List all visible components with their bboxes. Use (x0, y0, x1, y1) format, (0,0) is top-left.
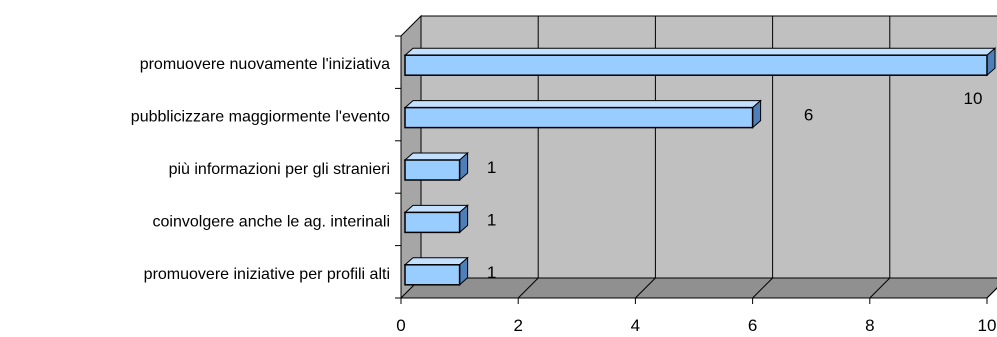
bar-front-face (404, 159, 461, 181)
bars (403, 47, 997, 286)
bar-front-face (404, 54, 988, 76)
bar-top-face (403, 47, 997, 56)
bar-top-face (403, 204, 469, 213)
category-label: pubblicizzare maggiormente l'evento (131, 109, 390, 126)
bar-top-face (403, 257, 469, 266)
category-label: promuovere nuovamente l'iniziativa (140, 56, 390, 73)
x-tick-label: 10 (978, 316, 997, 335)
bar-front-face (404, 211, 461, 234)
gridline-floor (752, 277, 773, 299)
gridline-floor (869, 277, 891, 299)
data-label: 1 (487, 158, 496, 177)
axes (395, 35, 988, 304)
data-label: 1 (487, 263, 496, 282)
bar-front-face (404, 106, 754, 129)
tick-labels: 0 2 4 6 8 10 (396, 316, 996, 335)
gridline-floor (517, 277, 539, 299)
bar (403, 47, 997, 77)
bar (403, 204, 469, 234)
data-label: 10 (964, 89, 983, 108)
bar (403, 256, 469, 286)
x-tick-label: 8 (865, 316, 874, 335)
data-label: 6 (804, 106, 813, 125)
x-tick-label: 4 (631, 316, 640, 335)
data-label: 1 (487, 210, 496, 229)
bar-front-face (404, 264, 461, 286)
gridline-floor (986, 287, 997, 299)
bar-top-face (403, 100, 762, 109)
category-label: coinvolgere anche le ag. interinali (153, 213, 390, 230)
bar (403, 99, 762, 129)
x-tick-label: 6 (748, 316, 757, 335)
category-label: promuovere iniziative per profili alti (144, 266, 390, 283)
gridline-floor (635, 277, 656, 299)
category-labels: promuovere nuovamente l'iniziativa pubbli… (131, 56, 390, 283)
x-tick-label: 2 (513, 316, 522, 335)
bar-top-face (403, 152, 469, 161)
category-label: più informazioni per gli stranieri (169, 161, 390, 178)
bar (403, 151, 469, 182)
x-tick-label: 0 (396, 316, 405, 335)
data-labels: 10 6 1 1 1 (487, 89, 983, 282)
